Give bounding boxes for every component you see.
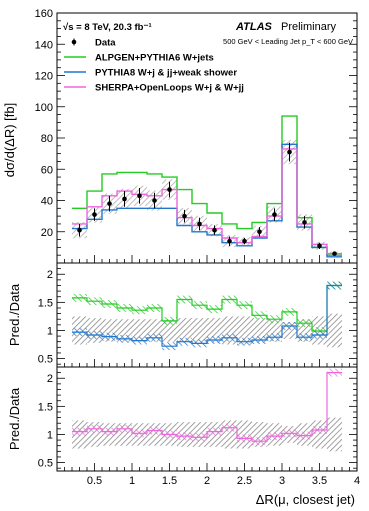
- legend-label-alpgen: ALPGEN+PYTHIA6 W+jets: [95, 53, 214, 64]
- ratio-data-uncertainty-band: [237, 420, 252, 449]
- data-point: [77, 227, 82, 233]
- legend-label-pythia8: PYTHIA8 W+j & jj+weak shower: [95, 68, 237, 79]
- data-point: [227, 238, 232, 244]
- x-axis-label: ΔR(μ, closest jet): [256, 492, 355, 507]
- data-point: [332, 251, 337, 256]
- legend-entry-pythia8: PYTHIA8 W+j & jj+weak shower: [64, 68, 237, 79]
- top-y-tick-label: 40: [41, 196, 53, 208]
- ratio-panel-1-y-axis-label: Pred./Data: [7, 283, 22, 346]
- atlas-status-label: Preliminary: [281, 21, 337, 33]
- top-y-axis-label: dσ/d(ΔR) [fb]: [2, 103, 17, 178]
- ratio-panel-1: 0.5 1 1.5 2 Pred./Data: [7, 262, 358, 368]
- ratio1-y-tick-label: 1.5: [38, 297, 53, 309]
- legend-label-sherpa: SHERPA+OpenLoops W+j & W+jj: [95, 83, 244, 94]
- data-point: [182, 213, 187, 219]
- top-y-tick-label: 100: [35, 102, 53, 114]
- top-panel-data-points: [77, 142, 337, 256]
- data-point: [212, 227, 217, 233]
- ratio2-x-tick-label: 3.5: [312, 475, 327, 487]
- series-line-2: [72, 148, 342, 255]
- ratio-data-uncertainty-band: [177, 318, 192, 343]
- ratio-panel-2-x-axis: 0.5 1 1.5 2 2.5 3 3.5 4: [56, 463, 360, 487]
- top-y-tick-label: 20: [41, 227, 53, 239]
- ratio2-y-tick-label: 0.5: [38, 458, 53, 470]
- ratio-panel-2-y-axis: 0.5 1 1.5 2: [38, 366, 357, 470]
- ratio2-x-tick-label: 2: [204, 475, 210, 487]
- ratio-panel-1-series: [72, 281, 342, 351]
- top-panel: 20 40 60 80 100 120 140 160 dσ/d(ΔR) [fb] √s = …: [2, 8, 358, 264]
- data-point: [107, 201, 112, 206]
- data-point: [137, 193, 142, 199]
- ratio-data-uncertainty-band: [327, 313, 342, 348]
- ratio2-x-tick-label: 3: [279, 475, 285, 487]
- selection-label: 500 GeV < Leading Jet p_T < 600 GeV: [223, 37, 353, 46]
- data-point: [242, 238, 247, 244]
- ratio2-y-tick-label: 1: [47, 429, 53, 441]
- ratio-panel-2-series: [72, 368, 342, 446]
- atlas-label: ATLAS: [235, 21, 273, 33]
- legend-label-data: Data: [95, 38, 116, 49]
- top-y-tick-label: 120: [35, 71, 53, 83]
- ratio-line-1: [72, 284, 342, 347]
- data-point: [287, 149, 292, 155]
- data-point: [92, 212, 97, 217]
- top-y-tick-label: 80: [41, 133, 53, 145]
- ratio-panel-1-y-axis: 0.5 1 1.5 2: [38, 262, 357, 366]
- ratio1-y-tick-label: 0.5: [38, 354, 53, 366]
- legend-entry-data: Data: [71, 38, 116, 49]
- ratio-data-uncertainty-band: [132, 319, 147, 342]
- top-panel-data-uncertainty: [72, 139, 342, 256]
- ratio2-x-tick-label: 4: [354, 475, 360, 487]
- legend-entry-sherpa: SHERPA+OpenLoops W+j & W+jj: [64, 83, 244, 94]
- top-y-tick-label: 140: [35, 39, 53, 51]
- top-panel-x-ticks: [56, 255, 358, 263]
- ratio-line-0: [72, 372, 342, 442]
- top-y-tick-label: 160: [35, 8, 53, 20]
- data-point: [302, 220, 307, 225]
- ratio-data-uncertainty-band: [87, 318, 102, 343]
- ratio-line-0: [72, 284, 342, 332]
- legend-entry-alpgen: ALPGEN+PYTHIA6 W+jets: [64, 53, 214, 64]
- top-y-tick-label: 60: [41, 164, 53, 176]
- ratio-panel-1-frame: [56, 262, 358, 368]
- ratio2-x-tick-label: 1: [129, 475, 135, 487]
- ratio2-y-tick-label: 1.5: [38, 401, 53, 413]
- top-panel-series: [72, 115, 342, 258]
- legend: Data ALPGEN+PYTHIA6 W+jets PYTHIA8 W+j &…: [64, 38, 244, 94]
- ratio-data-uncertainty-band: [312, 420, 327, 449]
- ratio2-x-tick-label: 2.5: [237, 475, 252, 487]
- energy-lumi-label: √s = 8 TeV, 20.3 fb⁻¹: [63, 22, 152, 33]
- data-point: [152, 198, 157, 203]
- ratio-data-uncertainty-band: [192, 318, 207, 343]
- ratio2-x-tick-label: 0.5: [87, 475, 102, 487]
- ratio1-y-tick-label: 2: [47, 269, 53, 281]
- ratio-data-uncertainty-band: [237, 316, 252, 345]
- ratio-panel-2-frame: [56, 366, 358, 472]
- ratio-panel-2-y-axis-label: Pred./Data: [7, 387, 22, 450]
- data-point: [122, 196, 127, 202]
- data-point: [272, 212, 277, 217]
- data-point: [167, 187, 172, 192]
- data-point: [197, 221, 202, 227]
- data-point: [317, 243, 322, 249]
- ratio1-y-tick-label: 1: [47, 325, 53, 337]
- ratio-data-uncertainty-band: [327, 417, 342, 452]
- ratio2-y-tick-label: 2: [47, 373, 53, 385]
- ratio-panel-2: 0.5 1 1.5 2 0.5 1 1.5 2 2.5 3 3.5 4 Pred./Data: [7, 366, 360, 487]
- ratio-panel-1-x-ticks: [56, 359, 358, 367]
- top-panel-y-axis: 20 40 60 80 100 120 140 160: [35, 8, 357, 264]
- ratio2-x-tick-label: 1.5: [162, 475, 177, 487]
- data-point: [257, 229, 262, 235]
